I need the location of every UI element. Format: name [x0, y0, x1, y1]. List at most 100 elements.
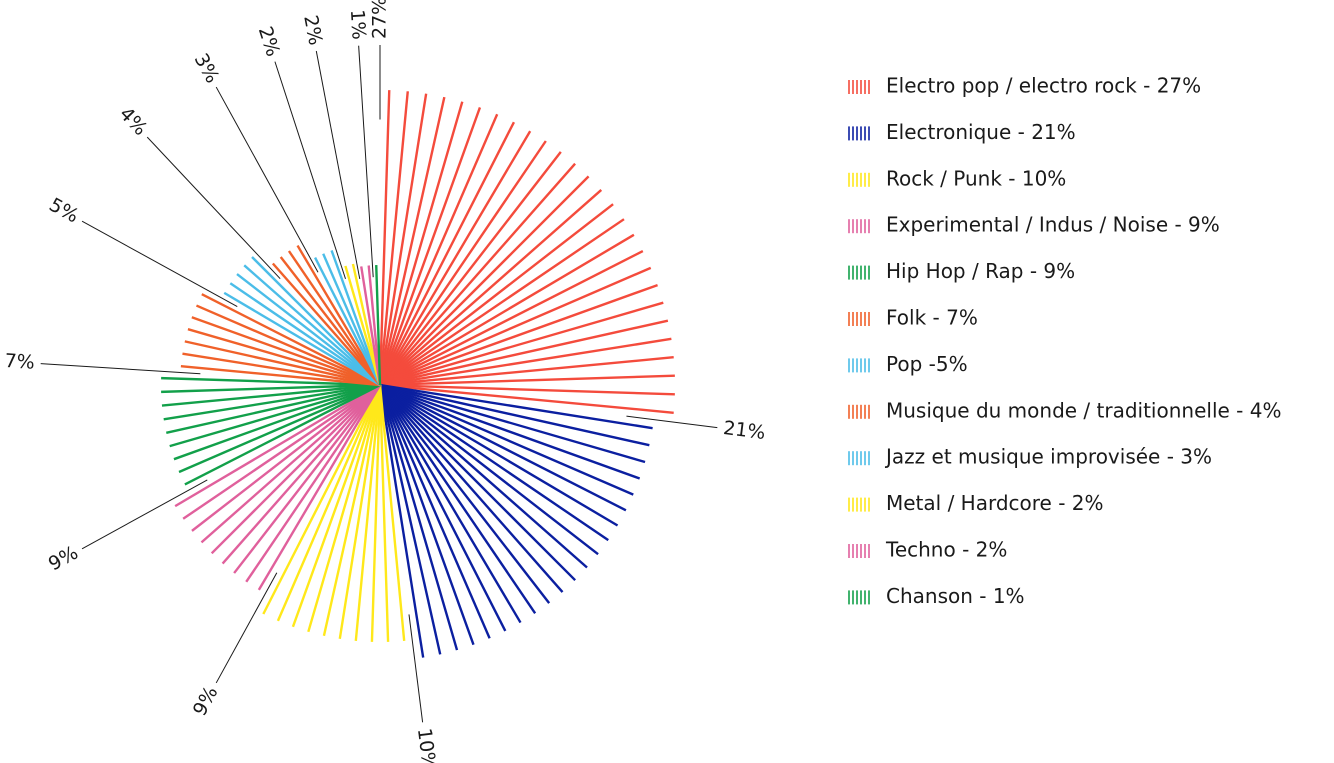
legend-label: Electro pop / electro rock - 27% — [886, 74, 1201, 98]
legend-label: Metal / Hardcore - 2% — [886, 491, 1104, 515]
slice-ray — [378, 93, 428, 386]
slice-ray — [379, 319, 669, 387]
legend-swatch — [848, 219, 870, 234]
legend-label: Electronique - 21% — [886, 120, 1076, 144]
slice-ray — [279, 256, 381, 386]
slice-ray — [379, 266, 652, 387]
slice-ray — [161, 383, 381, 394]
slice-ray — [378, 101, 464, 386]
slice-ray — [330, 250, 382, 386]
slice-ray — [314, 257, 382, 386]
slice-ray — [178, 383, 381, 474]
slice-ray — [229, 282, 381, 386]
slice-ray — [201, 293, 381, 387]
slice-ray — [378, 384, 507, 632]
slice-ray — [379, 250, 644, 387]
slice-ray — [379, 384, 551, 604]
slice-ray — [322, 253, 382, 386]
slice-ray — [210, 384, 381, 555]
slice-ray — [191, 384, 381, 532]
legend-label: Musique du monde / traditionnelle - 4% — [886, 398, 1281, 422]
slice-ray — [379, 233, 635, 387]
slice-ray — [379, 383, 634, 496]
legend-label: Folk - 7% — [886, 306, 978, 330]
slice-ray — [338, 384, 382, 640]
slice-label: 4% — [115, 103, 152, 140]
slice — [223, 256, 381, 387]
slice-ray — [184, 383, 381, 486]
slice-ray — [243, 264, 381, 386]
slice-label: 9% — [189, 683, 223, 720]
slice-ray — [169, 383, 381, 448]
leader-line — [274, 61, 346, 280]
leader-line — [81, 479, 208, 550]
slice — [314, 250, 382, 386]
slice-ray — [180, 364, 381, 387]
slice-ray — [379, 151, 562, 386]
slice-ray — [271, 262, 381, 386]
slice-ray — [291, 384, 382, 628]
slice-ray — [379, 189, 603, 386]
slice-ray — [379, 283, 658, 387]
leader-line — [215, 86, 319, 273]
slice-ray — [379, 383, 653, 430]
slice-ray — [379, 374, 675, 387]
legend-label: Rock / Punk - 10% — [886, 166, 1066, 190]
slice-ray — [173, 383, 381, 461]
slice — [360, 265, 382, 386]
slice-ray — [351, 263, 382, 386]
slice-label: 5% — [45, 194, 82, 228]
slice-ray — [378, 384, 491, 639]
legend-swatch — [848, 265, 870, 280]
slice-ray — [378, 96, 446, 386]
slice-ray — [379, 383, 641, 480]
slice-ray — [379, 203, 614, 386]
slice-ray — [379, 383, 627, 512]
slice-ray — [379, 140, 547, 386]
slice-ray — [379, 337, 672, 387]
slice-ray — [378, 384, 406, 641]
slice-ray — [379, 384, 537, 614]
legend-swatch — [848, 80, 870, 94]
slice-ray — [378, 91, 409, 386]
legend-swatch — [848, 497, 870, 512]
slice-ray — [378, 384, 522, 624]
slice-label: 21% — [722, 417, 767, 444]
slice-ray — [379, 218, 625, 386]
slice-ray — [161, 376, 381, 387]
slice — [344, 263, 382, 386]
slice-ray — [378, 384, 425, 658]
slice-ray — [182, 352, 381, 387]
slice-ray — [379, 383, 619, 527]
slice-ray — [379, 384, 599, 556]
slice-ray — [379, 383, 646, 464]
slice — [271, 244, 382, 386]
legend-swatch — [848, 590, 870, 605]
slice-ray — [367, 265, 382, 386]
slice — [378, 90, 675, 414]
slice-ray — [360, 266, 382, 386]
slice-label: 7% — [4, 350, 35, 374]
slice-ray — [379, 383, 675, 396]
slice-ray — [379, 384, 588, 569]
slice-label: 1% — [346, 9, 370, 40]
slice-label: 2% — [254, 24, 284, 59]
slice-ray — [378, 90, 391, 386]
leader-line — [215, 572, 278, 684]
slice-ray — [322, 384, 382, 637]
slice-ray — [161, 383, 381, 407]
slice-ray — [262, 384, 382, 615]
legend-label: Pop -5% — [886, 352, 968, 376]
slice-ray — [191, 316, 381, 387]
slice-ray — [296, 244, 382, 386]
slice-ray — [379, 162, 576, 386]
leader-line — [408, 614, 424, 723]
slice-ray — [379, 301, 664, 387]
slice-ray — [379, 384, 564, 593]
leader-line — [315, 50, 361, 280]
legend-swatch — [848, 451, 870, 466]
slice-ray — [378, 384, 390, 642]
legend-label: Jazz et musique improvisée - 3% — [884, 445, 1212, 469]
slice-ray — [184, 340, 381, 387]
slice-ray — [378, 384, 459, 651]
